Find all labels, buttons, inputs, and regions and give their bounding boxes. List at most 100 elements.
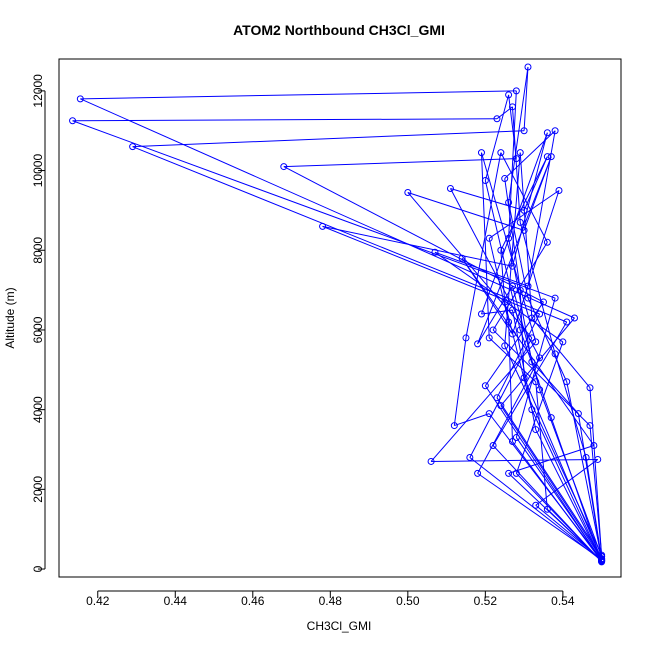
x-tick-label: 0.46 [241,594,265,608]
data-point [528,334,536,342]
series-segment [492,321,568,446]
data-point [528,314,536,322]
series-segment [484,94,510,181]
series-segment [504,152,521,346]
data-point [574,410,582,418]
data-point [586,384,594,392]
data-point [477,149,485,157]
series-segment [500,405,603,559]
chart-title: ATOM2 Northbound CH3Cl_GMI [233,22,445,38]
series-segment [535,504,602,561]
series-segment [469,457,602,562]
series-segment [511,285,541,390]
data-point [508,438,516,446]
data-point [427,457,435,465]
series-segment [515,473,602,562]
data-point [505,469,513,477]
series-segment [492,329,591,426]
series-segment [477,472,602,560]
series-segment [477,357,541,474]
series-segment [508,321,513,442]
x-axis: 0.42 0.44 0.46 0.48 0.50 0.52 0.54 [86,590,575,608]
data-point [501,175,509,183]
data-point [450,422,458,430]
y-tick-label: 6000 [31,316,45,343]
series-segment [492,242,548,331]
data-point [524,294,532,302]
data-point [474,340,482,348]
series-segment [508,66,529,203]
series-segment [519,152,533,319]
data-point [543,505,551,513]
data-point [543,129,551,137]
series-segment [283,158,517,168]
data-point [404,188,412,196]
data-point [458,254,466,262]
data-point [520,374,528,382]
series-segment [531,361,579,414]
data-point [590,442,598,450]
series-segment [488,337,537,383]
x-tick-label: 0.48 [319,594,343,608]
data-point [462,334,470,342]
data-point [485,234,493,242]
data-point [520,226,528,234]
series-segment [515,341,564,474]
series-segment [484,385,603,562]
data-point [570,314,578,322]
data-point [551,350,559,358]
data-point [512,434,520,442]
y-tick-label: 8000 [31,237,45,264]
data-point [516,286,524,294]
data-point [497,149,505,157]
data-point [516,218,524,226]
x-tick-label: 0.54 [551,594,575,608]
data-point [598,552,606,560]
series-segment [531,409,603,561]
x-tick-label: 0.50 [396,594,420,608]
data-point [543,153,551,161]
data-point [528,358,536,366]
data-point [477,310,485,318]
data-point [505,91,513,99]
data-point [129,143,137,151]
series-segment [515,297,556,438]
data-point [551,127,559,135]
data-point [516,326,524,334]
series-segment [407,192,525,231]
series-segment [80,90,517,100]
data-point [520,206,528,214]
series-segment [431,458,598,462]
data-point [493,394,501,402]
y-tick-label: 0 [31,565,45,572]
series-segment [80,98,575,319]
data-point [528,406,536,414]
series-segment [430,341,537,462]
data-point [280,163,288,171]
data-point [508,330,516,338]
data-point [508,282,516,290]
data-point [505,234,513,242]
data-point [508,103,516,111]
data-point [547,153,555,161]
series-segment [535,459,599,506]
series-segment [508,445,595,474]
data-point [532,426,540,434]
x-axis-label: CH3Cl_GMI [307,619,372,633]
data-point [505,318,513,326]
data-point [501,342,509,350]
data-point [582,453,590,461]
data-point [520,127,528,135]
data-point [319,222,327,230]
data-point [446,185,454,192]
series-segment [132,130,525,148]
series-points [69,63,606,566]
series-segment [523,66,529,131]
series-segment [453,337,467,426]
data-point [547,414,555,422]
series-segment [523,156,548,211]
data-point [555,186,563,194]
data-point [532,338,540,346]
series-segment [511,106,521,223]
